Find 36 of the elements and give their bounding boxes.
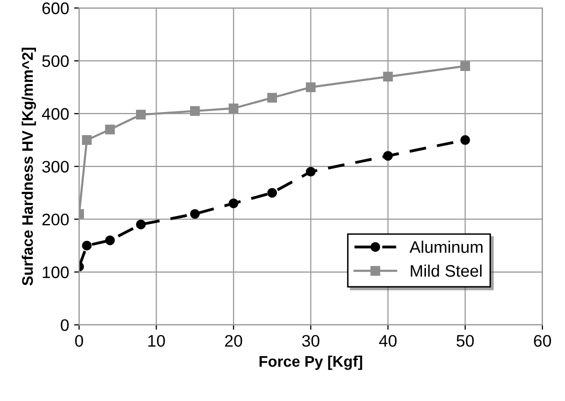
x-tick-label: 40 (379, 334, 397, 347)
x-tick-label: 50 (456, 334, 474, 347)
x-axis-title: Force Py [Kgf] (260, 356, 362, 370)
point (460, 135, 470, 145)
y-tick-label: 600 (42, 2, 69, 14)
point (136, 110, 146, 120)
point (136, 220, 146, 230)
y-tick-label: 0 (60, 319, 69, 332)
point (383, 150, 393, 161)
point (267, 188, 278, 198)
point (105, 235, 115, 246)
x-tick-label: 0 (75, 334, 84, 347)
y-tick-label: 500 (42, 55, 69, 68)
point (82, 135, 92, 145)
point (267, 92, 278, 103)
point (306, 82, 316, 92)
x-tick-label: 10 (148, 334, 165, 347)
point (306, 166, 316, 177)
point (105, 124, 115, 134)
point (383, 72, 393, 82)
x-tick-label: 60 (534, 334, 552, 347)
x-tick-label: 20 (225, 334, 242, 347)
x-tick-label: 30 (302, 334, 320, 347)
point (190, 209, 200, 219)
point (82, 240, 92, 250)
point (228, 103, 238, 114)
point (190, 106, 200, 116)
y-tick-label: 300 (42, 160, 69, 173)
y-tick-label: 400 (42, 108, 69, 120)
point (460, 61, 470, 71)
y-tick-label: 100 (42, 266, 69, 278)
legend-label: Mild Steel (410, 264, 482, 277)
y-tick-label: 200 (42, 214, 69, 226)
y-axis-title: Surface Hardness HV [Kg/mm^2] (22, 48, 36, 286)
point (228, 198, 238, 208)
legend-label: Aluminum (410, 240, 482, 253)
